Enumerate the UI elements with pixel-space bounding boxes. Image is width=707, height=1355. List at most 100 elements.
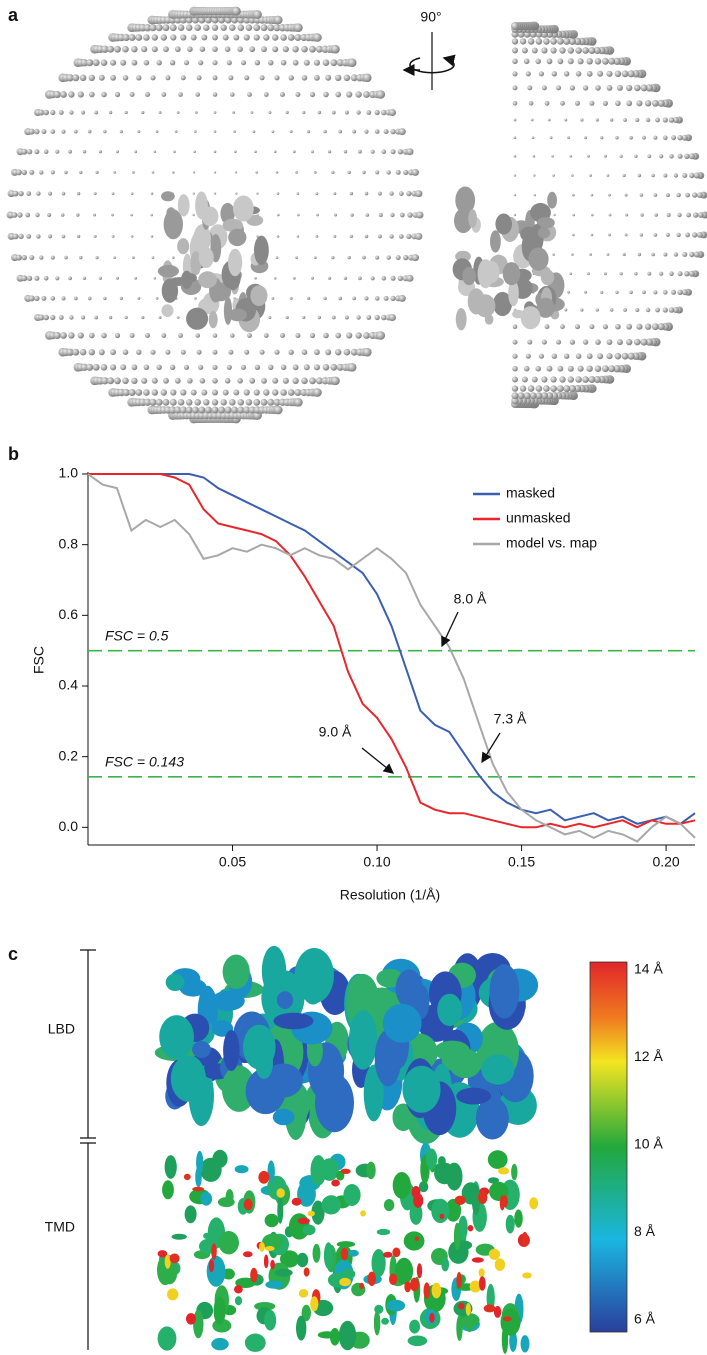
sphere-dot	[81, 315, 86, 320]
sphere-dot	[374, 296, 380, 301]
sphere-dot	[120, 59, 127, 66]
sphere-dot	[213, 150, 217, 153]
sphere-dot	[325, 74, 332, 81]
sphere-dot	[614, 352, 622, 360]
sphere-dot	[156, 60, 162, 66]
sphere-dot	[122, 33, 130, 42]
density-blob	[495, 213, 512, 235]
sphere-dot	[160, 389, 167, 396]
density-blob	[493, 1306, 502, 1318]
sphere-dot	[212, 333, 218, 338]
sphere-dot	[161, 92, 167, 97]
sphere-dot	[107, 377, 115, 385]
sphere-dot	[190, 389, 197, 396]
sphere-dot	[398, 128, 406, 136]
sphere-dot	[572, 193, 575, 197]
sphere-dot	[195, 111, 198, 114]
density-blob	[454, 208, 473, 234]
sphere-dot	[195, 333, 200, 338]
density-blob	[167, 1288, 179, 1301]
annotation: 7.3 Å	[494, 711, 527, 727]
sphere-dot	[315, 235, 319, 238]
sphere-dot	[220, 399, 227, 406]
sphere-dot	[606, 253, 610, 256]
sphere-dot	[386, 255, 391, 260]
sphere-dot	[550, 47, 557, 54]
sphere-dot	[356, 110, 361, 115]
sphere-dot	[280, 34, 287, 41]
density-blob	[177, 194, 190, 217]
y-tick-label: 0.0	[59, 818, 79, 834]
sphere-dot	[82, 150, 87, 154]
sphere-dot	[624, 233, 628, 237]
sphere-dot	[18, 233, 24, 240]
sphere-dot	[647, 154, 652, 159]
sphere-dot	[541, 376, 548, 383]
sphere-dot	[98, 349, 105, 356]
sphere-dot	[593, 375, 601, 384]
density-blob	[448, 1240, 469, 1264]
sphere-dot	[582, 47, 589, 54]
density-blob	[456, 1315, 463, 1341]
density-blob	[508, 280, 519, 307]
sphere-dot	[335, 332, 342, 339]
density-blob	[501, 1324, 509, 1354]
sphere-dot	[243, 406, 251, 414]
density-blob	[456, 1272, 462, 1289]
sphere-dot	[143, 24, 152, 32]
sphere-dot	[370, 149, 375, 154]
sphere-dot	[313, 388, 322, 397]
sphere-dot	[697, 212, 704, 218]
sphere-dot	[174, 377, 181, 384]
sphere-dot	[183, 60, 190, 66]
sphere-dot	[130, 192, 134, 195]
sphere-dot	[355, 91, 362, 98]
sphere-dot	[580, 118, 584, 122]
sphere-dot	[68, 149, 72, 154]
sphere-dot	[557, 385, 564, 392]
sphere-dot	[378, 213, 383, 217]
sphere-dot	[155, 24, 163, 32]
sphere-dot	[58, 315, 64, 320]
sphere-dot	[347, 170, 351, 175]
sphere-dot	[309, 91, 316, 98]
density-blob	[186, 307, 209, 330]
sphere-dot	[66, 74, 74, 82]
sphere-dot	[533, 193, 536, 197]
sphere-dot	[303, 364, 310, 371]
sphere-dot	[564, 353, 570, 359]
sphere-dot	[172, 256, 175, 259]
sphere-dot	[302, 110, 306, 115]
y-tick-label: 0.6	[59, 606, 79, 622]
density-blob	[522, 1272, 532, 1279]
panel-label: c	[8, 944, 18, 964]
sphere-dot	[635, 308, 640, 312]
sphere-dot	[626, 338, 633, 346]
density-blob	[454, 1195, 466, 1206]
sphere-dot	[541, 47, 548, 54]
sphere-dot	[615, 136, 619, 140]
density-blob	[228, 248, 243, 277]
sphere-dot	[577, 58, 584, 65]
sphere-dot	[79, 170, 83, 175]
sphere-dot	[386, 170, 391, 175]
sphere-dot	[18, 190, 24, 197]
sphere-dot	[230, 333, 235, 338]
sphere-dot	[213, 171, 217, 174]
sphere-dot	[260, 24, 268, 32]
sphere-dot	[560, 100, 565, 106]
sphere-dot	[328, 150, 332, 154]
panel-a: a 90°	[6, 5, 707, 424]
sphere-dot	[249, 377, 256, 384]
sphere-dot	[399, 212, 405, 218]
sphere-dot	[101, 332, 107, 339]
density-blob	[192, 1186, 205, 1192]
sphere-dot	[151, 256, 155, 259]
fsc-curve	[87, 473, 696, 843]
sphere-dot	[513, 213, 517, 217]
sphere-dot	[358, 149, 362, 154]
sphere-dot	[546, 365, 553, 372]
sphere-dot	[588, 376, 596, 383]
density-blob	[458, 1215, 468, 1240]
